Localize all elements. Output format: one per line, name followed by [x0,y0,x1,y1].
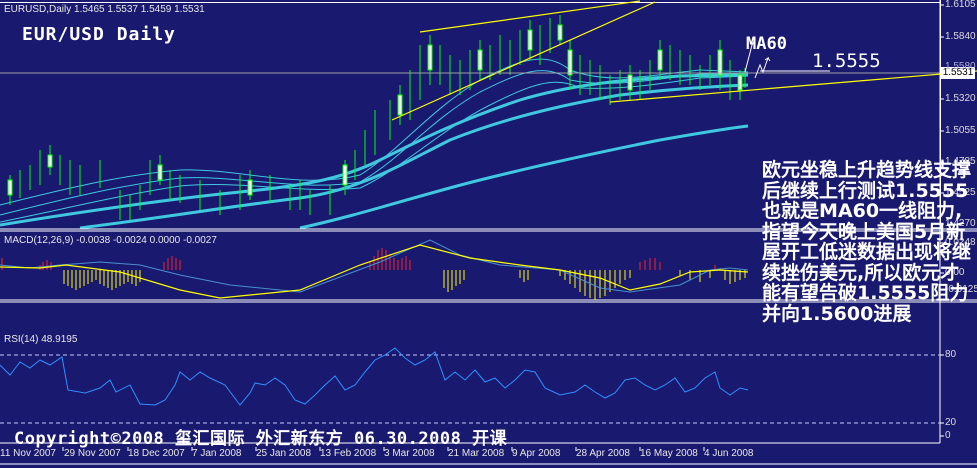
time-label: 21 Mar 2008 [448,448,505,459]
time-label: 18 Dec 2007 [128,448,185,459]
time-label: 3 Mar 2008 [384,448,435,459]
time-label: 29 Nov 2007 [64,448,121,459]
symbol-info: EURUSD,Daily 1.5465 1.5537 1.5459 1.5531 [4,4,205,15]
copyright-text: Copyright©2008 玺汇国际 外汇新东方 06.30.2008 开课 [14,429,508,449]
time-label: 16 May 2008 [640,448,698,459]
rsi-axis-label: 80 [945,349,957,360]
rsi-label: RSI(14) 48.9195 [4,334,78,345]
macd-main-line [0,239,749,293]
macd-axis-label: -0.0125 [945,284,977,295]
price-label: 1.5840 [945,31,976,42]
price-label: 1.4525 [945,187,976,198]
time-axis: 11 Nov 2007 29 Nov 2007 18 Dec 2007 7 Ja… [0,446,940,462]
price-label: 1.6105 [945,0,976,10]
macd-axis-label: 0.0248 [945,237,976,248]
time-label: 13 Feb 2008 [320,448,377,459]
macd-histogram [1,248,746,300]
price-label: 1.4785 [945,156,976,167]
time-label: 11 Nov 2007 [0,448,56,459]
price-label: 1.5320 [945,93,976,104]
price-label: 1.4270 [945,218,976,229]
rsi-line [0,347,749,406]
rsi-axis-label: 0 [945,430,951,441]
time-label: 7 Jan 2008 [192,448,242,459]
top-border [0,2,940,3]
current-price-tag: 1.5531 [941,67,975,79]
commentary-text: 欧元坐稳上升趋势线支撑后继续上行测试1.5555也就是MA60一线阻力,指望今天… [762,159,972,325]
rsi-axis-label: 20 [945,417,957,428]
ma60-label: MA60 [746,34,787,54]
macd-label: MACD(12,26,9) -0.0038 -0.0024 0.0000 -0.… [4,235,217,246]
price-label: 1.5055 [945,125,976,136]
resistance-label: 1.5555 [812,50,881,72]
chart-title: EUR/USD Daily [22,24,176,45]
macd-axis-label: 0.00 [945,267,965,278]
time-label: 9 Apr 2008 [512,448,561,459]
time-label: 25 Jan 2008 [256,448,312,459]
macd-signal-line [0,244,749,299]
time-label: 4 Jun 2008 [704,448,754,459]
trendlines [391,0,977,121]
candles [7,15,746,220]
time-label: 28 Apr 2008 [576,448,630,459]
price-label: 1.5580 [945,61,976,72]
time-axis-ticks [62,447,705,451]
